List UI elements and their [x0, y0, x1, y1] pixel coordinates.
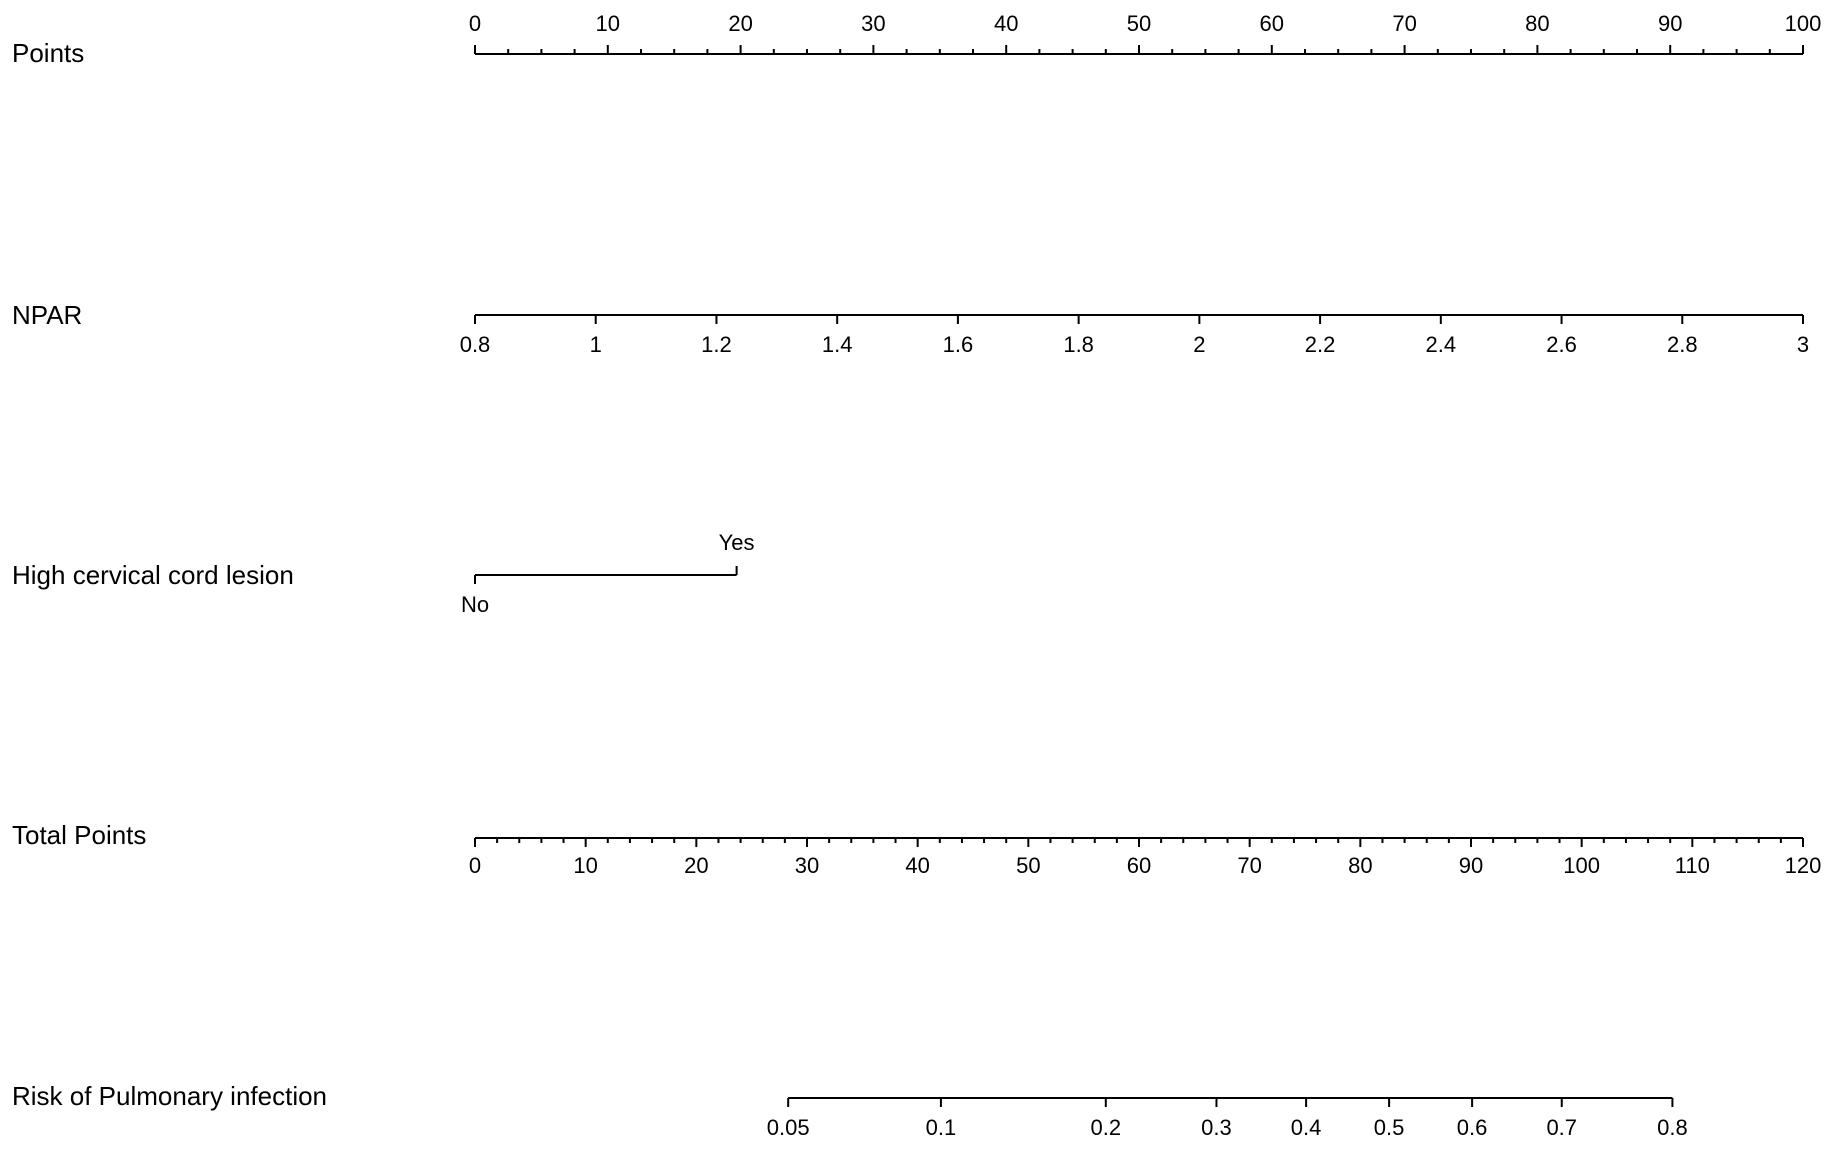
tick-label: 70 — [1392, 11, 1416, 36]
tick-label: 60 — [1127, 853, 1151, 878]
tick-label: 3 — [1797, 332, 1809, 357]
tick-label: 0.7 — [1546, 1115, 1577, 1140]
tick-label: 2 — [1193, 332, 1205, 357]
row-label: Points — [12, 38, 84, 68]
tick-label: 2.8 — [1667, 332, 1698, 357]
tick-label: 20 — [684, 853, 708, 878]
tick-label: Yes — [719, 530, 755, 555]
tick-label: 10 — [573, 853, 597, 878]
tick-label: 1.2 — [701, 332, 732, 357]
tick-label: 110 — [1675, 853, 1710, 878]
tick-label: 100 — [1785, 11, 1822, 36]
row-label: Total Points — [12, 820, 146, 850]
tick-label: 0.1 — [926, 1115, 957, 1140]
tick-label: 40 — [994, 11, 1018, 36]
tick-label: 0.6 — [1457, 1115, 1488, 1140]
tick-label: 0 — [469, 853, 481, 878]
tick-label: 90 — [1658, 11, 1682, 36]
tick-label: 1 — [590, 332, 602, 357]
tick-label: 80 — [1525, 11, 1549, 36]
tick-label: 0.8 — [1657, 1115, 1688, 1140]
tick-label: 0.05 — [767, 1115, 810, 1140]
tick-label: 10 — [596, 11, 620, 36]
tick-label: 70 — [1237, 853, 1261, 878]
tick-label: 20 — [728, 11, 752, 36]
tick-label: 80 — [1348, 853, 1372, 878]
row-label: High cervical cord lesion — [12, 560, 294, 590]
tick-label: 0.2 — [1091, 1115, 1122, 1140]
tick-label: 1.4 — [822, 332, 853, 357]
tick-label: 50 — [1016, 853, 1040, 878]
tick-label: 0.3 — [1201, 1115, 1232, 1140]
tick-label: 2.4 — [1426, 332, 1457, 357]
tick-label: 40 — [905, 853, 929, 878]
tick-label: 50 — [1127, 11, 1151, 36]
tick-label: 30 — [861, 11, 885, 36]
tick-label: 0.8 — [460, 332, 491, 357]
tick-label: No — [461, 592, 489, 617]
tick-label: 0 — [469, 11, 481, 36]
tick-label: 1.8 — [1063, 332, 1094, 357]
tick-label: 2.2 — [1305, 332, 1336, 357]
tick-label: 100 — [1563, 853, 1600, 878]
tick-label: 2.6 — [1546, 332, 1577, 357]
tick-label: 1.6 — [943, 332, 974, 357]
tick-label: 60 — [1260, 11, 1284, 36]
tick-label: 0.4 — [1291, 1115, 1322, 1140]
row-label: Risk of Pulmonary infection — [12, 1081, 327, 1111]
tick-label: 0.5 — [1374, 1115, 1405, 1140]
tick-label: 30 — [795, 853, 819, 878]
tick-label: 120 — [1785, 853, 1822, 878]
tick-label: 90 — [1459, 853, 1483, 878]
row-label: NPAR — [12, 300, 82, 330]
